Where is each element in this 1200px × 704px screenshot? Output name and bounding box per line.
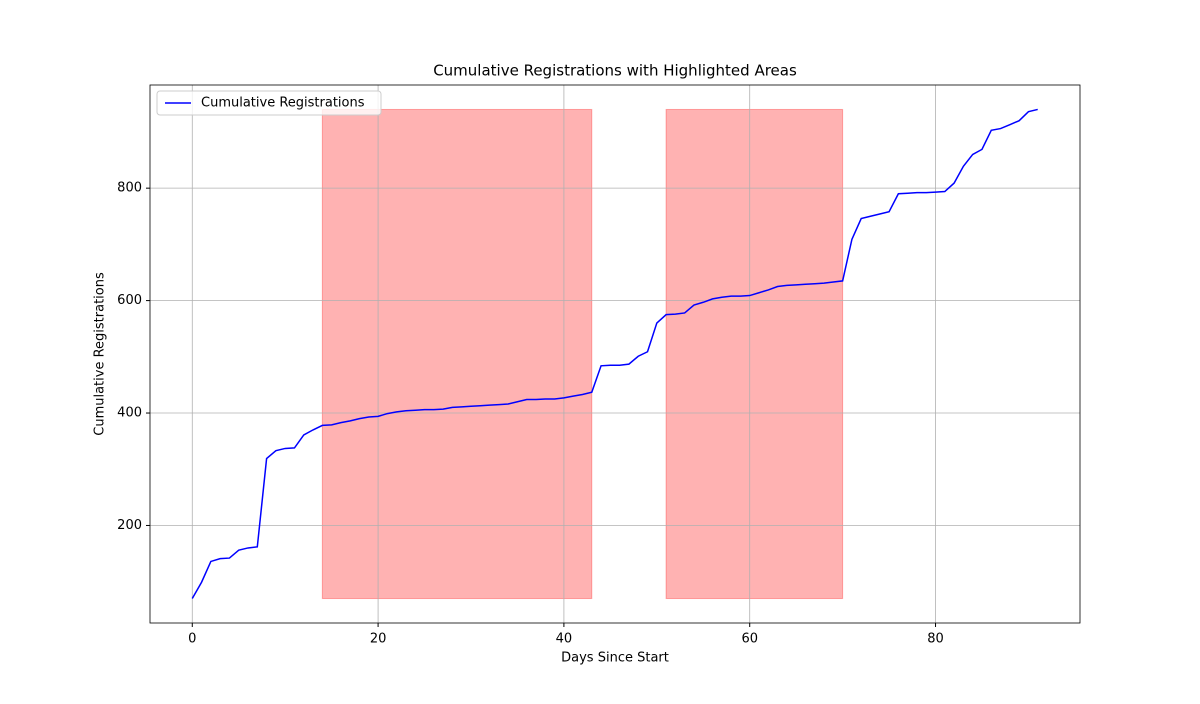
x-tick-label: 60 bbox=[741, 632, 758, 647]
y-axis-label: Cumulative Registrations bbox=[93, 272, 108, 436]
highlight-area bbox=[321, 108, 593, 600]
y-tick-label: 400 bbox=[117, 406, 142, 421]
y-tick-label: 600 bbox=[117, 293, 142, 308]
legend-box bbox=[156, 90, 382, 116]
x-tick-label: 40 bbox=[556, 632, 573, 647]
plot-frame bbox=[149, 84, 1081, 624]
x-axis-label: Days Since Start bbox=[561, 651, 669, 666]
x-tick-label: 80 bbox=[927, 632, 944, 647]
chart-title: Cumulative Registrations with Highlighte… bbox=[433, 62, 797, 80]
x-tick-label: 0 bbox=[188, 632, 196, 647]
y-tick-label: 800 bbox=[117, 181, 142, 196]
highlight-area bbox=[665, 108, 844, 600]
data-line bbox=[191, 108, 1038, 599]
legend-label: Cumulative Registrations bbox=[201, 96, 365, 111]
x-tick-label: 20 bbox=[370, 632, 387, 647]
y-tick-label: 200 bbox=[117, 518, 142, 533]
